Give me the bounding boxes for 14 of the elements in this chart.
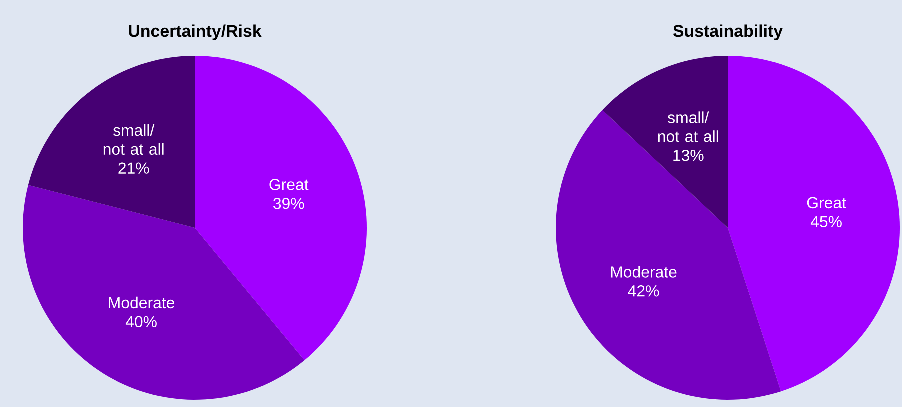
chart-title: Uncertainty/Risk — [129, 24, 262, 40]
slice-label: small/ not at all — [104, 124, 164, 156]
data-label: 21% — [118, 162, 150, 174]
chart-title: Sustainability — [673, 24, 783, 40]
data-label: 13% — [674, 150, 704, 162]
slice-label: Great — [270, 179, 309, 190]
data-label: 39% — [274, 198, 304, 210]
data-label: 40% — [126, 316, 157, 328]
slice-label: Moderate — [109, 296, 175, 309]
data-label: 42% — [628, 286, 660, 297]
slice-label: Great — [807, 197, 846, 209]
data-label: 45% — [810, 216, 842, 228]
slice-label: small/ not at all — [658, 112, 718, 142]
slice-label: Moderate — [611, 266, 677, 278]
